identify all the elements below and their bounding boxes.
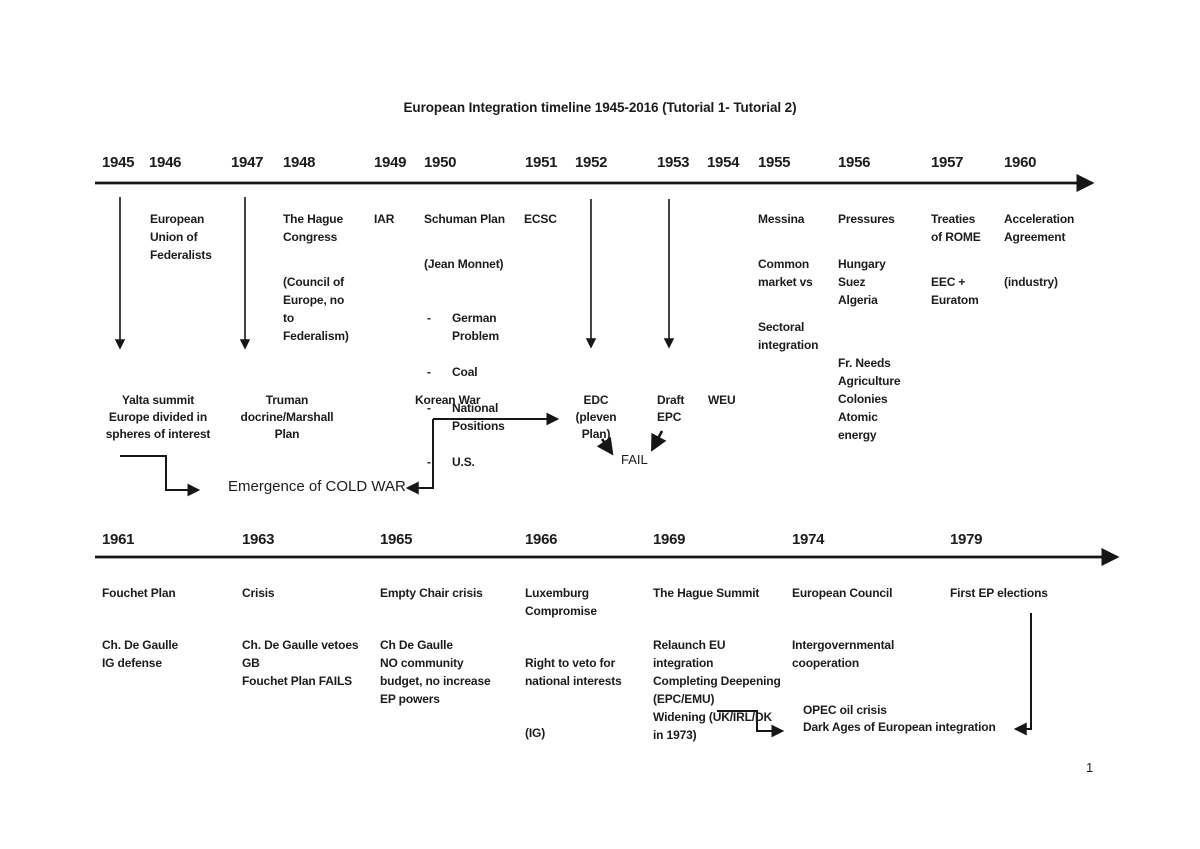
yalta-to-coldwar-arrow — [120, 455, 201, 497]
annotation-dark-ages: Dark Ages of European integration — [803, 720, 996, 734]
event-title: Luxemburg Compromise — [525, 586, 597, 618]
t1-year-1957: 1957 — [931, 154, 964, 171]
event-subtitle: (Jean Monnet) — [424, 257, 504, 271]
t1-year-1951: 1951 — [525, 154, 558, 171]
t1-event-messina: Messina Common market vs Sectoral integr… — [758, 192, 819, 381]
t1-year-1954: 1954 — [707, 154, 740, 171]
t2-event-first-ep-elections: First EP elections — [950, 566, 1048, 636]
event-title: Crisis — [242, 586, 275, 600]
bullet-item: German Problem — [424, 309, 524, 345]
event-detail: Ch. De Gaulle IG defense — [102, 638, 179, 670]
t2-year-1963: 1963 — [242, 531, 275, 548]
t1-year-1946: 1946 — [149, 154, 182, 171]
annotation-fail: FAIL — [621, 452, 648, 467]
page-number: 1 — [1086, 760, 1094, 775]
hague-summit-to-darkages-arrow — [717, 710, 785, 738]
t2-year-1969: 1969 — [653, 531, 686, 548]
annotation-yalta-summit: Yalta summit Europe divided in spheres o… — [105, 393, 211, 441]
koreanwar-to-coldwar-arrow — [405, 419, 434, 495]
annotation-draft-epc: Draft EPC — [657, 393, 685, 424]
event-title: European Council — [792, 586, 893, 600]
t2-year-1974: 1974 — [792, 531, 825, 548]
t1-year-1956: 1956 — [838, 154, 871, 171]
bullet-item: National Positions — [424, 399, 524, 435]
t2-year-1966: 1966 — [525, 531, 558, 548]
annotation-weu: WEU — [708, 393, 736, 407]
page-title: European Integration timeline 1945-2016 … — [403, 100, 797, 115]
t1-event-federalists: European Union of Federalists — [150, 192, 212, 291]
t2-event-hague-summit: The Hague Summit Relaunch EU integration… — [653, 566, 781, 778]
t1-year-1950: 1950 — [424, 154, 457, 171]
event-title: The Hague Summit — [653, 586, 760, 600]
t1-year-1945: 1945 — [102, 154, 135, 171]
t2-event-luxemburg-compromise: Luxemburg Compromise Right to veto for n… — [525, 566, 622, 776]
event-text: ECSC — [524, 212, 557, 226]
event-text: European Union of Federalists — [150, 212, 212, 262]
event-detail: Right to veto for national interests — [525, 656, 622, 688]
elections-to-darkages-arrow — [1013, 613, 1032, 736]
edc-to-fail-arrow — [596, 436, 614, 456]
t2-event-crisis: Crisis Ch. De Gaulle vetoes GB Fouchet P… — [242, 566, 359, 724]
event-title: Acceleration Agreement — [1004, 212, 1075, 244]
t2-year-1961: 1961 — [102, 531, 135, 548]
event-detail: Ch De Gaulle NO community budget, no inc… — [380, 638, 491, 706]
event-detail: Intergovernmental cooperation — [792, 638, 895, 670]
bullet-item: Coal — [424, 363, 524, 381]
t2-year-1979: 1979 — [950, 531, 983, 548]
event-title: Empty Chair crisis — [380, 586, 483, 600]
t1-event-hague-congress: The Hague Congress (Council of Europe, n… — [283, 192, 349, 372]
t2-event-european-council: European Council Intergovernmental coope… — [792, 566, 894, 706]
event-detail: Sectoral integration — [758, 320, 819, 352]
annotation-korean-war: Korean War — [415, 393, 481, 407]
t1-year-1952: 1952 — [575, 154, 608, 171]
t1-year-1948: 1948 — [283, 154, 316, 171]
event-title: Pressures — [838, 212, 895, 226]
t2-event-fouchet-plan: Fouchet Plan Ch. De Gaulle IG defense — [102, 566, 178, 706]
event-title: Schuman Plan — [424, 212, 505, 226]
event-title: Treaties of ROME — [931, 212, 981, 244]
event-title: The Hague Congress — [283, 212, 343, 244]
annotation-edc-pleven-plan: EDC (pleven Plan) — [575, 393, 617, 441]
annotation-truman-marshall: Truman docrine/Marshall Plan — [240, 393, 334, 441]
t1-event-iar: IAR — [374, 192, 394, 255]
event-detail: Ch. De Gaulle vetoes GB Fouchet Plan FAI… — [242, 638, 359, 688]
t1-year-1947: 1947 — [231, 154, 264, 171]
t1-year-1955: 1955 — [758, 154, 791, 171]
t2-year-1965: 1965 — [380, 531, 413, 548]
t1-event-schuman-plan: Schuman Plan (Jean Monnet) German Proble… — [424, 192, 524, 507]
event-text: IAR — [374, 212, 395, 226]
t1-event-pressures: Pressures Hungary Suez Algeria Fr. Needs… — [838, 192, 901, 471]
event-detail: Common market vs — [758, 257, 813, 289]
event-title: Fouchet Plan — [102, 586, 176, 600]
t2-event-empty-chair-crisis: Empty Chair crisis Ch De Gaulle NO commu… — [380, 566, 491, 742]
event-detail: Hungary Suez Algeria — [838, 257, 886, 307]
t1-year-1949: 1949 — [374, 154, 407, 171]
epc-to-fail-arrow — [651, 430, 667, 452]
schuman-bullet-list: German Problem Coal National Positions U… — [424, 291, 524, 489]
t1-year-1953: 1953 — [657, 154, 690, 171]
event-detail: Relaunch EU integration Completing Deepe… — [653, 638, 781, 742]
bullet-item: U.S. — [424, 453, 524, 471]
event-detail: EEC + Euratom — [931, 275, 979, 307]
t1-event-acceleration-agreement: Acceleration Agreement (industry) — [1004, 192, 1074, 318]
event-title: Messina — [758, 212, 805, 226]
t1-year-1960: 1960 — [1004, 154, 1037, 171]
event-title: First EP elections — [950, 586, 1048, 600]
t1-event-ecsc: ECSC — [524, 192, 557, 255]
event-detail: (industry) — [1004, 275, 1058, 289]
event-detail: Fr. Needs Agriculture Colonies Atomic en… — [838, 356, 901, 442]
t1-event-treaties-of-rome: Treaties of ROME EEC + Euratom — [931, 192, 981, 336]
event-detail: (Council of Europe, no to Federalism) — [283, 275, 349, 343]
event-detail: (IG) — [525, 726, 546, 740]
annotation-opec-oil-crisis: OPEC oil crisis — [803, 703, 887, 717]
annotation-emergence-cold-war: Emergence of COLD WAR — [228, 478, 406, 495]
